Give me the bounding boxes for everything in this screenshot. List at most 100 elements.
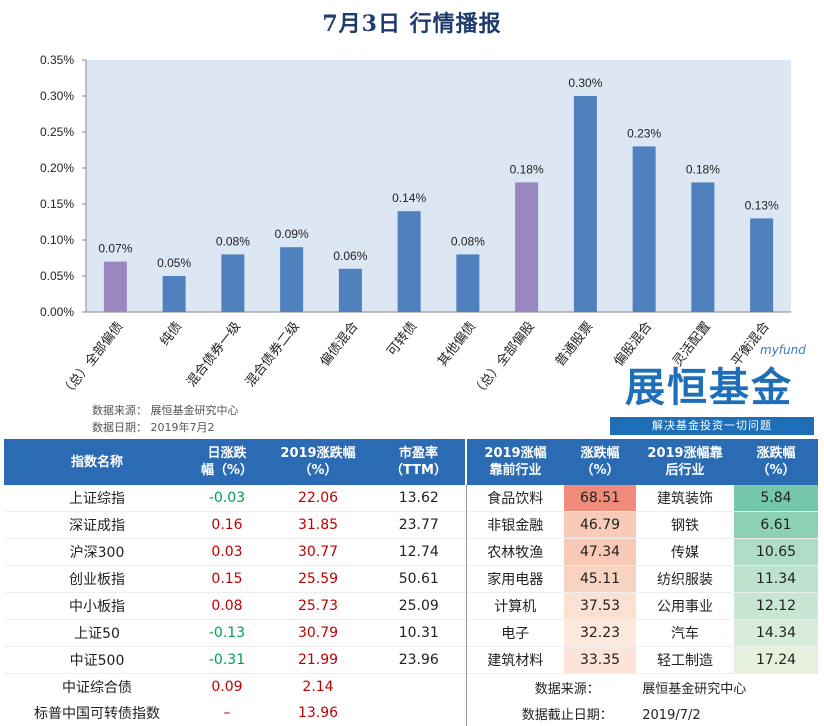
header-top-change: 涨跌幅 （%）: [564, 439, 636, 485]
bottom-industry-change: 6.61: [734, 511, 818, 539]
bottom-industry-name: 轻工制造: [657, 653, 713, 669]
chart-source: 数据来源： 展恒基金研究中心: [92, 404, 239, 417]
bars-group: 0.07% 0.05% 0.08% 0.09% 0.06% 0.14% 0.08% 0.18%…: [98, 76, 779, 312]
bar: [162, 276, 186, 312]
index-name: 上证50: [74, 626, 120, 642]
table-row: 上证50 -0.13 30.79 10.31 电子 32.23 汽车 14.34: [4, 619, 818, 647]
table-row: 创业板指 0.15 25.59 50.61 家用电器 45.11 纺织服装 11.34: [4, 565, 818, 593]
index-day-change: 0.03: [211, 544, 243, 560]
bar: [750, 218, 774, 312]
table-footer-date: 数据截止日期： 2019/7/2: [465, 700, 818, 726]
top-industry-change: 37.53: [564, 592, 636, 620]
index-day-change: -0.13: [208, 625, 246, 641]
index-pe: 50.61: [398, 571, 439, 587]
x-tick-label: 其他偏债: [435, 319, 479, 369]
top-industry-change: 33.35: [564, 646, 636, 674]
bottom-industry-change: 5.84: [734, 485, 818, 512]
bottom-industry-change: 10.65: [734, 538, 818, 566]
index-ytd-change: 30.77: [297, 544, 339, 560]
bar-value-label: 0.09%: [275, 227, 309, 241]
index-pe: 23.77: [398, 517, 439, 533]
top-industry-change: 46.79: [564, 511, 636, 539]
index-ytd-change: 22.06: [297, 490, 339, 506]
top-industry-name: 家用电器: [465, 565, 564, 593]
index-day-change: 0.09: [211, 679, 243, 695]
bottom-industry-name: 公用事业: [657, 599, 713, 615]
header-bottom-industry: 2019涨幅靠 后行业: [636, 439, 734, 485]
bar-value-label: 0.14%: [392, 191, 426, 205]
y-axis: 0.00% 0.05% 0.10% 0.15% 0.20% 0.25% 0.30% 0.35%: [40, 53, 791, 319]
footer-source-value: 展恒基金研究中心: [642, 681, 747, 697]
footer-source-label: 数据来源：: [534, 681, 600, 697]
top-industry-name: 计算机: [465, 592, 564, 620]
bar-value-label: 0.07%: [98, 242, 132, 256]
bar: [397, 211, 421, 312]
bar-value-label: 0.08%: [451, 234, 485, 248]
bar: [221, 254, 245, 312]
header-bottom-change: 涨跌幅 （%）: [734, 439, 818, 485]
index-day-change: –: [223, 705, 231, 721]
x-tick-label: 偏债混合: [318, 319, 362, 369]
bar-value-label: 0.08%: [216, 234, 250, 248]
header-top-industry: 2019涨幅 靠前行业: [465, 439, 564, 485]
bottom-industry-change: 11.34: [734, 565, 818, 593]
index-pe: 13.62: [398, 490, 439, 506]
table-row: 中证500 -0.31 21.99 23.96 建筑材料 33.35 轻工制造 17.24: [4, 646, 818, 674]
index-name: 深证成指: [69, 518, 125, 534]
table-footer-source: 数据来源： 展恒基金研究中心: [465, 673, 818, 700]
bottom-industry-name: 汽车: [671, 626, 699, 642]
index-name: 中小板指: [69, 599, 125, 615]
y-tick-label: 0.35%: [40, 53, 74, 67]
header-index-name: 指数名称: [4, 439, 190, 485]
index-pe: 23.96: [398, 652, 439, 668]
bar-value-label: 0.18%: [686, 162, 720, 176]
index-ytd-change: 13.96: [297, 705, 339, 721]
bottom-industry-name: 建筑装饰: [657, 491, 713, 507]
bar-value-label: 0.13%: [745, 198, 779, 212]
table-header-row: 指数名称 日涨跌 幅（%） 2019涨跌幅 （%） 市盈率 （TTM） 2019涨幅靠…: [4, 439, 818, 485]
index-ytd-change: 2.14: [302, 679, 334, 695]
logo-small-text: myfund: [760, 343, 806, 357]
table-row: 上证综指 -0.03 22.06 13.62 食品饮料 68.51 建筑装饰 5.84: [4, 485, 818, 512]
chart-date: 数据日期： 2019年7月2: [92, 421, 215, 434]
y-tick-label: 0.10%: [40, 233, 74, 247]
bar: [338, 268, 362, 312]
y-tick-label: 0.00%: [40, 305, 74, 319]
x-tick-label: 混合债券一级: [183, 319, 244, 390]
index-pe: 12.74: [398, 544, 439, 560]
footer-date-label: 数据截止日期：: [521, 707, 613, 723]
bottom-industry-change: 12.12: [734, 592, 818, 620]
index-name: 沪深300: [69, 545, 125, 561]
table-row: 中证综合债 0.09 2.14 数据来源： 展恒基金研究中心: [4, 673, 818, 700]
top-industry-name: 食品饮料: [465, 485, 564, 512]
index-ytd-change: 30.79: [297, 625, 339, 641]
x-tick-label: （总）全部偏债: [58, 319, 127, 400]
y-tick-label: 0.20%: [40, 161, 74, 175]
index-ytd-change: 21.99: [297, 652, 339, 668]
bar: [691, 182, 715, 312]
top-industry-change: 68.51: [564, 485, 636, 512]
table-row: 沪深300 0.03 30.77 12.74 农林牧渔 47.34 传媒 10.65: [4, 538, 818, 566]
bar: [280, 247, 304, 312]
bar-chart: 0.00% 0.05% 0.10% 0.15% 0.20% 0.25% 0.30% 0.35%…: [40, 53, 791, 400]
x-tick-label: 普通股票: [553, 319, 597, 369]
bottom-industry-name: 纺织服装: [657, 572, 713, 588]
index-name: 上证综指: [69, 491, 125, 507]
x-tick-label: 混合债券二级: [242, 319, 303, 390]
top-industry-change: 47.34: [564, 538, 636, 566]
index-name: 标普中国可转债指数: [34, 706, 160, 722]
bar: [573, 96, 597, 312]
market-table: 指数名称 日涨跌 幅（%） 2019涨跌幅 （%） 市盈率 （TTM） 2019涨幅靠…: [4, 439, 818, 726]
bottom-industry-change: 14.34: [734, 619, 818, 647]
index-name: 中证综合债: [62, 680, 132, 696]
bottom-industry-change: 17.24: [734, 646, 818, 674]
top-industry-name: 非银金融: [465, 511, 564, 539]
index-pe: 25.09: [398, 598, 439, 614]
index-day-change: -0.03: [208, 490, 246, 506]
x-tick-label: （总）全部偏股: [469, 319, 538, 400]
index-name: 创业板指: [69, 572, 125, 588]
table-row: 中小板指 0.08 25.73 25.09 计算机 37.53 公用事业 12.12: [4, 592, 818, 620]
bar-value-label: 0.18%: [510, 162, 544, 176]
plot-area: [86, 60, 791, 312]
y-tick-label: 0.25%: [40, 125, 74, 139]
